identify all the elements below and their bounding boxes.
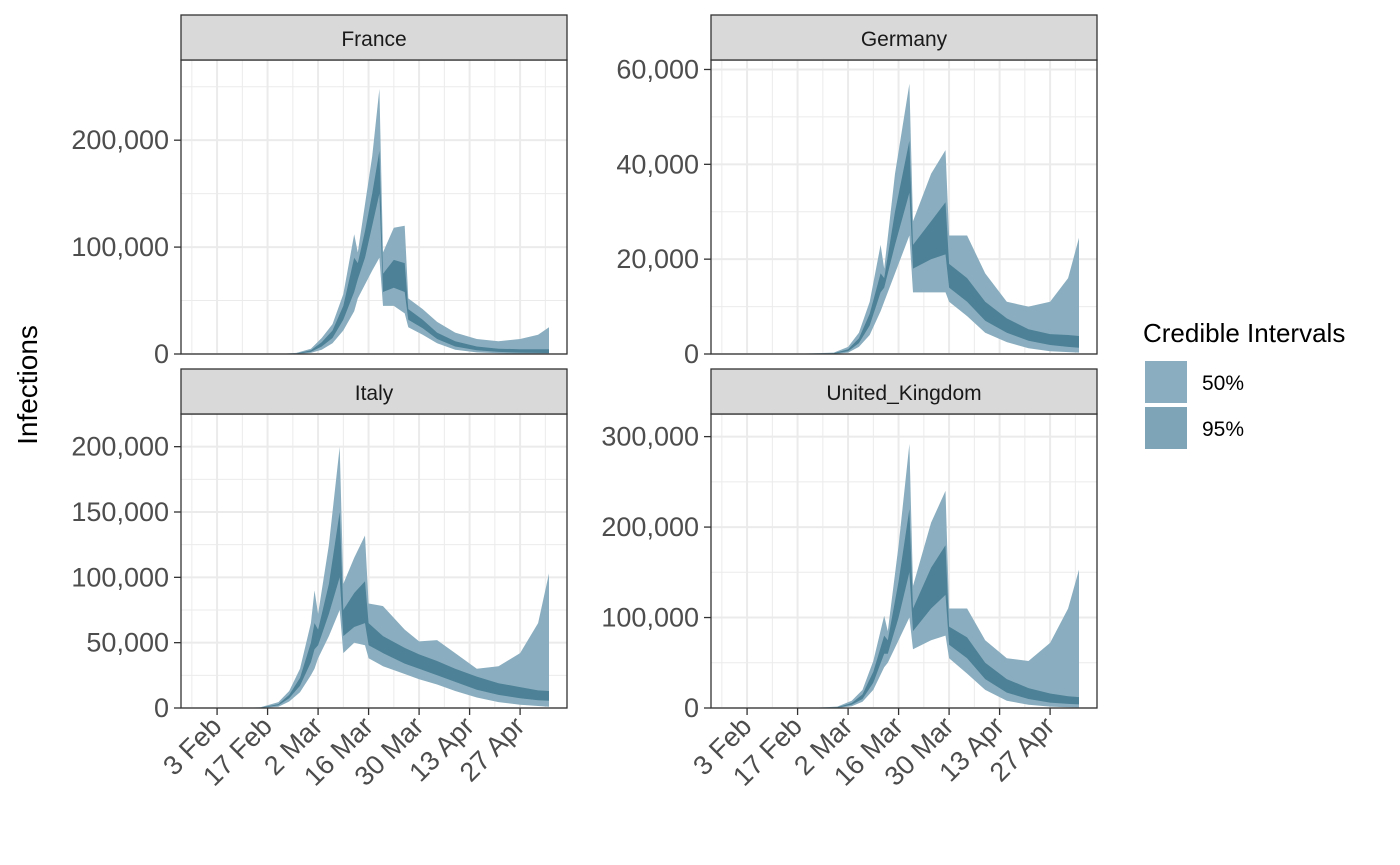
y-tick-label: 100,000 <box>71 232 169 262</box>
legend-swatch-95pct <box>1145 407 1187 449</box>
credible-band-95 <box>209 88 549 355</box>
facet-strip <box>710 368 1098 415</box>
credible-band-95 <box>739 443 1079 708</box>
legend-swatch-50pct <box>1145 361 1187 403</box>
y-tick-label: 0 <box>154 693 169 723</box>
y-tick-label: 150,000 <box>71 497 169 527</box>
y-tick-label: 40,000 <box>616 149 699 179</box>
credible-band-50 <box>209 150 549 354</box>
legend-entries: 50% 95% <box>1145 361 1244 449</box>
facet-strip-label: Italy <box>355 382 394 405</box>
facet-strip-label: France <box>341 28 406 51</box>
credible-band-50 <box>739 509 1079 708</box>
facet-strip <box>180 14 568 61</box>
y-tick-label: 50,000 <box>86 628 169 658</box>
panel-germany: Germany 0 20,000 40,000 60,000 <box>616 14 1098 369</box>
legend: Credible Intervals 50% 95% <box>1143 318 1345 449</box>
y-tick-label: 0 <box>684 339 699 369</box>
y-tick-label: 20,000 <box>616 244 699 274</box>
facet-strip-label: Germany <box>861 28 948 51</box>
y-tick-label: 100,000 <box>71 562 169 592</box>
y-tick-label: 100,000 <box>601 603 699 633</box>
facet-strip-label: United_Kingdom <box>826 382 981 405</box>
y-tick-label: 200,000 <box>71 125 169 155</box>
y-tick-label: 200,000 <box>71 432 169 462</box>
legend-label: 95% <box>1202 418 1244 441</box>
credible-band-50 <box>739 140 1079 354</box>
y-tick-label: 300,000 <box>601 422 699 452</box>
y-tick-label: 60,000 <box>616 54 699 84</box>
credible-band-95 <box>209 446 549 708</box>
facet-strip <box>710 14 1098 61</box>
legend-title: Credible Intervals <box>1143 318 1345 348</box>
facet-strip <box>180 368 568 415</box>
y-tick-label: 0 <box>154 339 169 369</box>
credible-band-50 <box>209 512 549 708</box>
legend-label: 50% <box>1202 372 1244 395</box>
panels-layer: France 0 100,000 200,000 Germany 0 20,000 40,00… <box>71 14 1098 792</box>
y-tick-label: 200,000 <box>601 512 699 542</box>
panel-france: France 0 100,000 200,000 <box>71 14 568 369</box>
credible-band-95 <box>739 83 1079 354</box>
y-tick-label: 0 <box>684 693 699 723</box>
y-axis-title: Infections <box>12 325 43 445</box>
